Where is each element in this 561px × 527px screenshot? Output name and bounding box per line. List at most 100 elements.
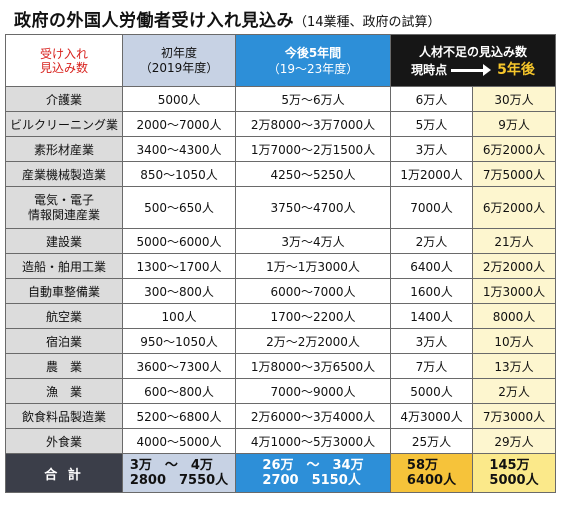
header-five-later: 5年後 xyxy=(497,61,535,78)
first-year-value: 1300～1700人 xyxy=(122,253,236,279)
first-year-value: 4000～5000人 xyxy=(122,428,236,454)
first-year-value: 5200～6800人 xyxy=(122,403,236,429)
industry-name: 産業機械製造業 xyxy=(5,161,123,187)
shortage-five-later-value: 2万2000人 xyxy=(471,253,557,279)
five-years-value: 1万7000～2万1500人 xyxy=(235,136,391,162)
shortage-current-value: 3万人 xyxy=(390,328,473,354)
workers-table: 受け入れ 見込み数 初年度 （2019年度） 今後5年間 （19～23年度） 人… xyxy=(5,34,557,493)
five-years-value: 1700～2200人 xyxy=(235,303,391,329)
industry-name: 造船・舶用工業 xyxy=(5,253,123,279)
table-row: 航空業 100人 1700～2200人 1400人 8000人 xyxy=(5,303,557,329)
table-row: 農 業 3600～7300人 1万8000～3万6500人 7万人 13万人 xyxy=(5,353,557,379)
total-five-later: 145万 5000人 xyxy=(471,453,557,493)
five-years-value: 2万8000～3万7000人 xyxy=(235,111,391,137)
total-row: 合 計 3万 ～ 4万 2800 7550人 26万 ～ 34万 2700 51… xyxy=(5,453,557,493)
five-years-value: 1万8000～3万6500人 xyxy=(235,353,391,379)
shortage-five-later-value: 13万人 xyxy=(471,353,557,379)
shortage-five-later-value: 30万人 xyxy=(471,86,557,112)
shortage-current-value: 25万人 xyxy=(390,428,473,454)
five-years-value: 3750～4700人 xyxy=(235,186,391,229)
table-row: 電気・電子 情報関連産業 500～650人 3750～4700人 7000人 6万2000… xyxy=(5,186,557,229)
first-year-value: 500～650人 xyxy=(122,186,236,229)
corner-label: 受け入れ 見込み数 xyxy=(5,34,123,87)
header-first-year: 初年度 （2019年度） xyxy=(122,34,236,87)
shortage-current-value: 4万3000人 xyxy=(390,403,473,429)
subtitle-text: （14業種、政府の試算） xyxy=(294,15,441,30)
table-row: 外食業 4000～5000人 4万1000～5万3000人 25万人 29万人 xyxy=(5,428,557,454)
first-year-value: 2000～7000人 xyxy=(122,111,236,137)
first-year-value: 5000～6000人 xyxy=(122,228,236,254)
industry-name: 自動車整備業 xyxy=(5,278,123,304)
industry-name: 電気・電子 情報関連産業 xyxy=(5,186,123,229)
industry-name: 外食業 xyxy=(5,428,123,454)
shortage-subheader: 現時点 5年後 xyxy=(392,61,555,79)
total-five-years: 26万 ～ 34万 2700 5150人 xyxy=(235,453,391,493)
first-year-value: 950～1050人 xyxy=(122,328,236,354)
industry-name: 素形材産業 xyxy=(5,136,123,162)
shortage-five-later-value: 29万人 xyxy=(471,428,557,454)
shortage-current-value: 6万人 xyxy=(390,86,473,112)
first-year-value: 100人 xyxy=(122,303,236,329)
table-row: 宿泊業 950～1050人 2万～2万2000人 3万人 10万人 xyxy=(5,328,557,354)
industry-name: 飲食料品製造業 xyxy=(5,403,123,429)
shortage-five-later-value: 10万人 xyxy=(471,328,557,354)
shortage-five-later-value: 7万3000人 xyxy=(471,403,557,429)
first-year-value: 3400～4300人 xyxy=(122,136,236,162)
shortage-current-value: 3万人 xyxy=(390,136,473,162)
industry-name: 農 業 xyxy=(5,353,123,379)
industry-name: ビルクリーニング業 xyxy=(5,111,123,137)
five-years-value: 5万～6万人 xyxy=(235,86,391,112)
shortage-current-value: 1600人 xyxy=(390,278,473,304)
industry-name: 漁 業 xyxy=(5,378,123,404)
table-row: 素形材産業 3400～4300人 1万7000～2万1500人 3万人 6万2000人 xyxy=(5,136,557,162)
five-years-value: 7000～9000人 xyxy=(235,378,391,404)
table-row: 漁 業 600～800人 7000～9000人 5000人 2万人 xyxy=(5,378,557,404)
table-row: 飲食料品製造業 5200～6800人 2万6000～3万4000人 4万3000人 7万… xyxy=(5,403,557,429)
shortage-current-value: 5000人 xyxy=(390,378,473,404)
shortage-current-value: 5万人 xyxy=(390,111,473,137)
table-row: ビルクリーニング業 2000～7000人 2万8000～3万7000人 5万人 9万人 xyxy=(5,111,557,137)
table-row: 造船・舶用工業 1300～1700人 1万～1万3000人 6400人 2万2000人 xyxy=(5,253,557,279)
industry-name: 航空業 xyxy=(5,303,123,329)
five-years-value: 2万～2万2000人 xyxy=(235,328,391,354)
first-year-value: 3600～7300人 xyxy=(122,353,236,379)
shortage-current-value: 7万人 xyxy=(390,353,473,379)
shortage-five-later-value: 6万2000人 xyxy=(471,136,557,162)
five-years-value: 1万～1万3000人 xyxy=(235,253,391,279)
five-years-value: 4万1000～5万3000人 xyxy=(235,428,391,454)
arrow-icon xyxy=(451,68,484,72)
first-year-value: 850～1050人 xyxy=(122,161,236,187)
shortage-five-later-value: 9万人 xyxy=(471,111,557,137)
shortage-current-value: 2万人 xyxy=(390,228,473,254)
five-years-value: 6000～7000人 xyxy=(235,278,391,304)
header-current: 現時点 xyxy=(411,62,448,77)
table-row: 介護業 5000人 5万～6万人 6万人 30万人 xyxy=(5,86,557,112)
industry-name: 宿泊業 xyxy=(5,328,123,354)
industry-name: 介護業 xyxy=(5,86,123,112)
shortage-current-value: 7000人 xyxy=(390,186,473,229)
shortage-five-later-value: 7万5000人 xyxy=(471,161,557,187)
table-row: 建設業 5000～6000人 3万～4万人 2万人 21万人 xyxy=(5,228,557,254)
first-year-value: 5000人 xyxy=(122,86,236,112)
five-years-value: 4250～5250人 xyxy=(235,161,391,187)
table-row: 産業機械製造業 850～1050人 4250～5250人 1万2000人 7万5000人 xyxy=(5,161,557,187)
header-five-years: 今後5年間 （19～23年度） xyxy=(235,34,391,87)
shortage-five-later-value: 2万人 xyxy=(471,378,557,404)
five-years-value: 3万～4万人 xyxy=(235,228,391,254)
shortage-current-value: 1400人 xyxy=(390,303,473,329)
first-year-value: 600～800人 xyxy=(122,378,236,404)
total-current: 58万 6400人 xyxy=(390,453,473,493)
title-text: 政府の外国人労働者受け入れ見込み xyxy=(14,11,294,31)
total-label: 合 計 xyxy=(5,453,123,493)
header-shortage: 人材不足の見込み数 現時点 5年後 xyxy=(389,34,557,87)
page-title: 政府の外国人労働者受け入れ見込み（14業種、政府の試算） xyxy=(14,6,441,32)
total-first-year: 3万 ～ 4万 2800 7550人 xyxy=(122,453,236,493)
shortage-five-later-value: 21万人 xyxy=(471,228,557,254)
shortage-five-later-value: 8000人 xyxy=(471,303,557,329)
shortage-current-value: 6400人 xyxy=(390,253,473,279)
shortage-five-later-value: 6万2000人 xyxy=(471,186,557,229)
five-years-value: 2万6000～3万4000人 xyxy=(235,403,391,429)
industry-name: 建設業 xyxy=(5,228,123,254)
table-row: 自動車整備業 300～800人 6000～7000人 1600人 1万3000人 xyxy=(5,278,557,304)
